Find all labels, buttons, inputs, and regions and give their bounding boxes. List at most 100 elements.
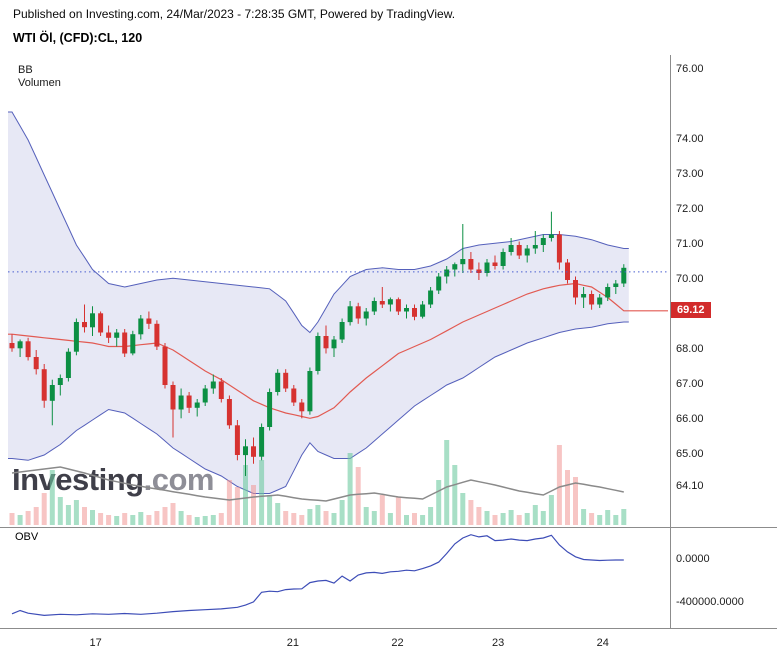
volume-bar [291,513,297,525]
candle-body [130,334,136,354]
candle-body [226,399,232,426]
volume-bar [540,511,546,525]
volume-bar [476,507,482,525]
candle-body [605,287,611,298]
candle-body [291,388,297,403]
volume-bar [581,509,587,525]
volume-bar [154,511,160,525]
volume-bar [605,510,611,525]
volume-bar [275,503,281,525]
candle-body [556,234,562,263]
volume-bar [170,503,176,525]
candle-body [33,357,39,370]
volume-bar [331,513,337,525]
volume-bar [251,485,256,525]
volume-bar [347,453,353,525]
volume-bar [41,493,47,525]
candle-body [395,299,401,312]
candle-body [98,313,104,333]
obv-line [11,534,624,617]
candle-body [387,299,393,305]
volume-bar [323,511,329,525]
volume-ma-line [11,466,624,502]
candle-body [251,446,256,457]
volume-bar [621,509,627,525]
obv-panel-label: OBV [15,531,39,543]
candle-body [275,372,281,392]
candle-body [500,252,506,266]
candle-body [476,269,482,273]
volume-bar [186,515,192,525]
volume-bar [65,505,71,525]
candle-body [339,322,345,340]
volume-bar [283,511,289,525]
volume-bar [267,495,273,525]
volume-bar [428,507,434,525]
candle-body [178,395,184,410]
candle-body [581,294,587,298]
candle-body [243,446,248,456]
volume-bar [234,487,240,525]
candle-body [323,336,329,349]
volume-bar [299,515,305,525]
candle-body [613,283,619,287]
pane-separators [0,55,777,629]
candle-body [82,322,87,328]
volume-bar [548,495,554,525]
candle-body [154,323,160,347]
volume-bar [122,513,128,525]
candle-body [355,306,361,319]
volume-bar [444,440,450,525]
obv-line-layer [11,534,624,617]
candle-body [194,402,200,408]
candle-body [412,308,417,317]
candle-body [25,341,31,358]
volume-bar [98,513,104,525]
candle-body [9,343,15,349]
volume-bar [500,513,506,525]
legend-volume-label: Volumen [18,77,61,89]
candle-body [548,234,554,238]
volume-bar [404,515,409,525]
volume-bar [57,497,63,525]
volume-bar [243,465,248,525]
candle-body [138,318,144,335]
candle-body [283,372,289,389]
volume-bar [597,515,603,525]
volume-bar [565,470,570,525]
volume-bar [412,513,417,525]
candle-body [540,238,546,245]
candle-body [484,262,490,273]
candle-body [307,371,313,412]
volume-bar [379,495,385,525]
candle-body [516,245,522,256]
volume-bar [73,500,79,525]
candle-body [218,381,224,399]
volume-bar [49,470,55,525]
candle-body [589,294,595,305]
volume-bar [138,512,144,525]
candle-body [565,262,570,280]
volume-bar [363,507,369,525]
candle-body [186,395,192,408]
legend-bb-label: BB [18,64,33,76]
volume-bar [9,513,15,525]
volume-bar [516,515,522,525]
candle-body [299,402,305,412]
volume-bar [82,507,87,525]
volume-bar [210,515,216,525]
candle-body [315,336,321,371]
candle-body [363,311,369,319]
volume-bar [146,515,152,525]
candle-body [65,351,71,378]
volume-bar [114,516,120,525]
volume-bar [436,480,442,525]
volume-bar [106,515,112,525]
candle-body [460,259,466,265]
volume-bar [589,513,595,525]
volume-bar [130,515,136,525]
volume-bar [25,511,31,525]
volume-bar [315,505,321,525]
